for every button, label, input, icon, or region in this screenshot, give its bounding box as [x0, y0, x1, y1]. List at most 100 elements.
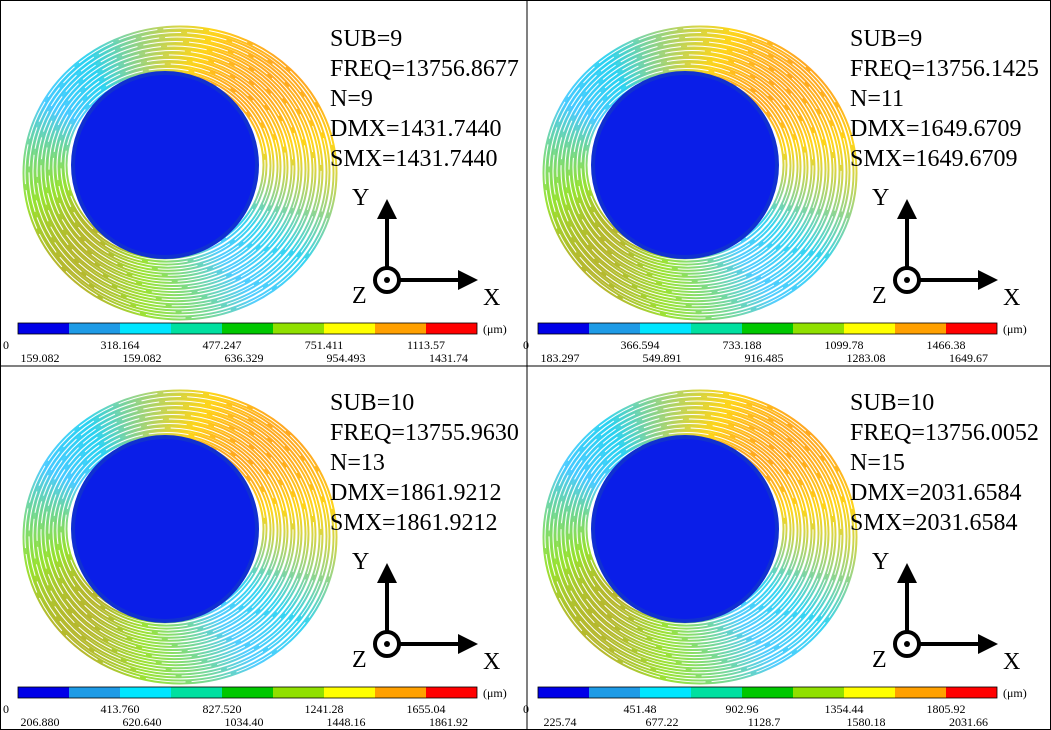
- axis-z-dot: [384, 641, 390, 647]
- axis-label: Z: [872, 283, 887, 309]
- colorbar-segment: [793, 323, 844, 334]
- colorbar-border: [537, 686, 998, 699]
- colorbar-label: 159.082: [21, 351, 60, 365]
- center-disk: [591, 71, 779, 259]
- contour-gap: [560, 409, 828, 659]
- contour-gap: [572, 58, 807, 276]
- colorbar-segment: [69, 323, 120, 334]
- colorbar-label: 902.96: [726, 702, 759, 716]
- colorbar-label: 0: [523, 338, 529, 352]
- colorbar-label: 225.74: [544, 715, 577, 729]
- colorbar-segment: [222, 687, 273, 698]
- contour-gap: [32, 400, 322, 671]
- colorbar-label: 636.329: [225, 351, 264, 365]
- center-disk: [591, 435, 779, 623]
- contour-gap: [48, 418, 294, 646]
- colorbar-segment: [895, 323, 946, 334]
- colorbar-label: 1113.57: [407, 338, 445, 352]
- info-sub: SUB=9: [850, 26, 922, 52]
- colorbar-label: 549.891: [643, 351, 682, 365]
- info-freq: FREQ=13756.1425: [850, 56, 1039, 82]
- contour-gap: [576, 63, 800, 270]
- contour-gap: [580, 68, 793, 264]
- info-freq: FREQ=13756.0052: [850, 420, 1039, 446]
- colorbar-label: 0: [523, 702, 529, 716]
- colorbar-segment: [171, 323, 222, 334]
- axis-label: Y: [872, 185, 889, 211]
- colorbar-label: 0: [3, 702, 9, 716]
- colorbar-segment: [171, 687, 222, 698]
- contour-gap: [552, 400, 842, 671]
- info-smx: SMX=2031.6584: [850, 510, 1018, 536]
- colorbar-label: 477.247: [203, 338, 242, 352]
- colorbar-segment: [273, 323, 324, 334]
- axis-label: X: [1003, 649, 1020, 675]
- colorbar-segment: [589, 687, 640, 698]
- contour-gap: [48, 54, 294, 282]
- colorbar-segment: [69, 687, 120, 698]
- colorbar-segment: [538, 687, 589, 698]
- colorbar-label: 206.880: [21, 715, 60, 729]
- contour-gap: [24, 27, 336, 319]
- contour-gap: [40, 409, 308, 659]
- colorbar-label: 677.22: [646, 715, 679, 729]
- colorbar-label: 318.164: [101, 338, 140, 352]
- axis-label: Y: [352, 549, 369, 575]
- contour-gap: [576, 427, 800, 634]
- colorbar-segment: [375, 323, 426, 334]
- contour-gap: [564, 50, 821, 288]
- colorbar-border: [17, 686, 478, 699]
- colorbar-label: 1805.92: [927, 702, 966, 716]
- colorbar-label: 1241.28: [305, 702, 344, 716]
- info-dmx: DMX=1431.7440: [330, 116, 502, 142]
- info-freq: FREQ=13755.9630: [330, 420, 519, 446]
- colorbar-segment: [375, 687, 426, 698]
- contour-gap: [56, 63, 280, 270]
- colorbar-segment: [18, 323, 69, 334]
- info-dmx: DMX=1861.9212: [330, 480, 502, 506]
- contour-gap: [60, 68, 273, 264]
- colorbar-label: 1861.92: [429, 715, 468, 729]
- colorbar-segment: [426, 323, 477, 334]
- info-smx: SMX=1649.6709: [850, 146, 1018, 172]
- colorbar-unit: (μm): [1003, 322, 1027, 336]
- axis-label: X: [1003, 285, 1020, 311]
- colorbar-segment: [120, 687, 171, 698]
- contour-gap: [44, 50, 301, 288]
- panel: SUB=10 FREQ=13755.9630 N=13 DMX=1861.9212 SM…: [3, 389, 519, 729]
- info-n: N=11: [850, 86, 904, 112]
- axis-label: Z: [352, 647, 367, 673]
- colorbar-segment: [426, 687, 477, 698]
- colorbar-label: 1283.08: [847, 351, 886, 365]
- colorbar-label: 954.493: [327, 351, 366, 365]
- colorbar-segment: [324, 323, 375, 334]
- colorbar-label: 733.188: [723, 338, 762, 352]
- colorbar-segment: [793, 687, 844, 698]
- colorbar-unit: (μm): [483, 686, 507, 700]
- colorbar-segment: [273, 687, 324, 698]
- contour-gap: [44, 414, 301, 652]
- colorbar-segment: [844, 687, 895, 698]
- contour-gap: [56, 427, 280, 634]
- axis-label: Z: [872, 647, 887, 673]
- info-sub: SUB=10: [850, 390, 934, 416]
- colorbar-border: [17, 322, 478, 335]
- colorbar-segment: [742, 323, 793, 334]
- axis-z-dot: [904, 277, 910, 283]
- axis-z-dot: [904, 641, 910, 647]
- contour-gap: [548, 32, 849, 313]
- contour-gap: [548, 396, 849, 677]
- colorbar-label: 1655.04: [407, 702, 446, 716]
- center-disk: [71, 435, 259, 623]
- axis-label: Z: [352, 283, 367, 309]
- colorbar-label: 916.485: [745, 351, 784, 365]
- contour-gap: [36, 405, 315, 665]
- colorbar-label: 0: [3, 338, 9, 352]
- colorbar-label: 183.297: [541, 351, 580, 365]
- colorbar-label: 1580.18: [847, 715, 886, 729]
- contour-gap: [560, 45, 828, 295]
- colorbar-label: 1448.16: [327, 715, 366, 729]
- axis-z-dot: [384, 277, 390, 283]
- contour-gap: [36, 41, 315, 301]
